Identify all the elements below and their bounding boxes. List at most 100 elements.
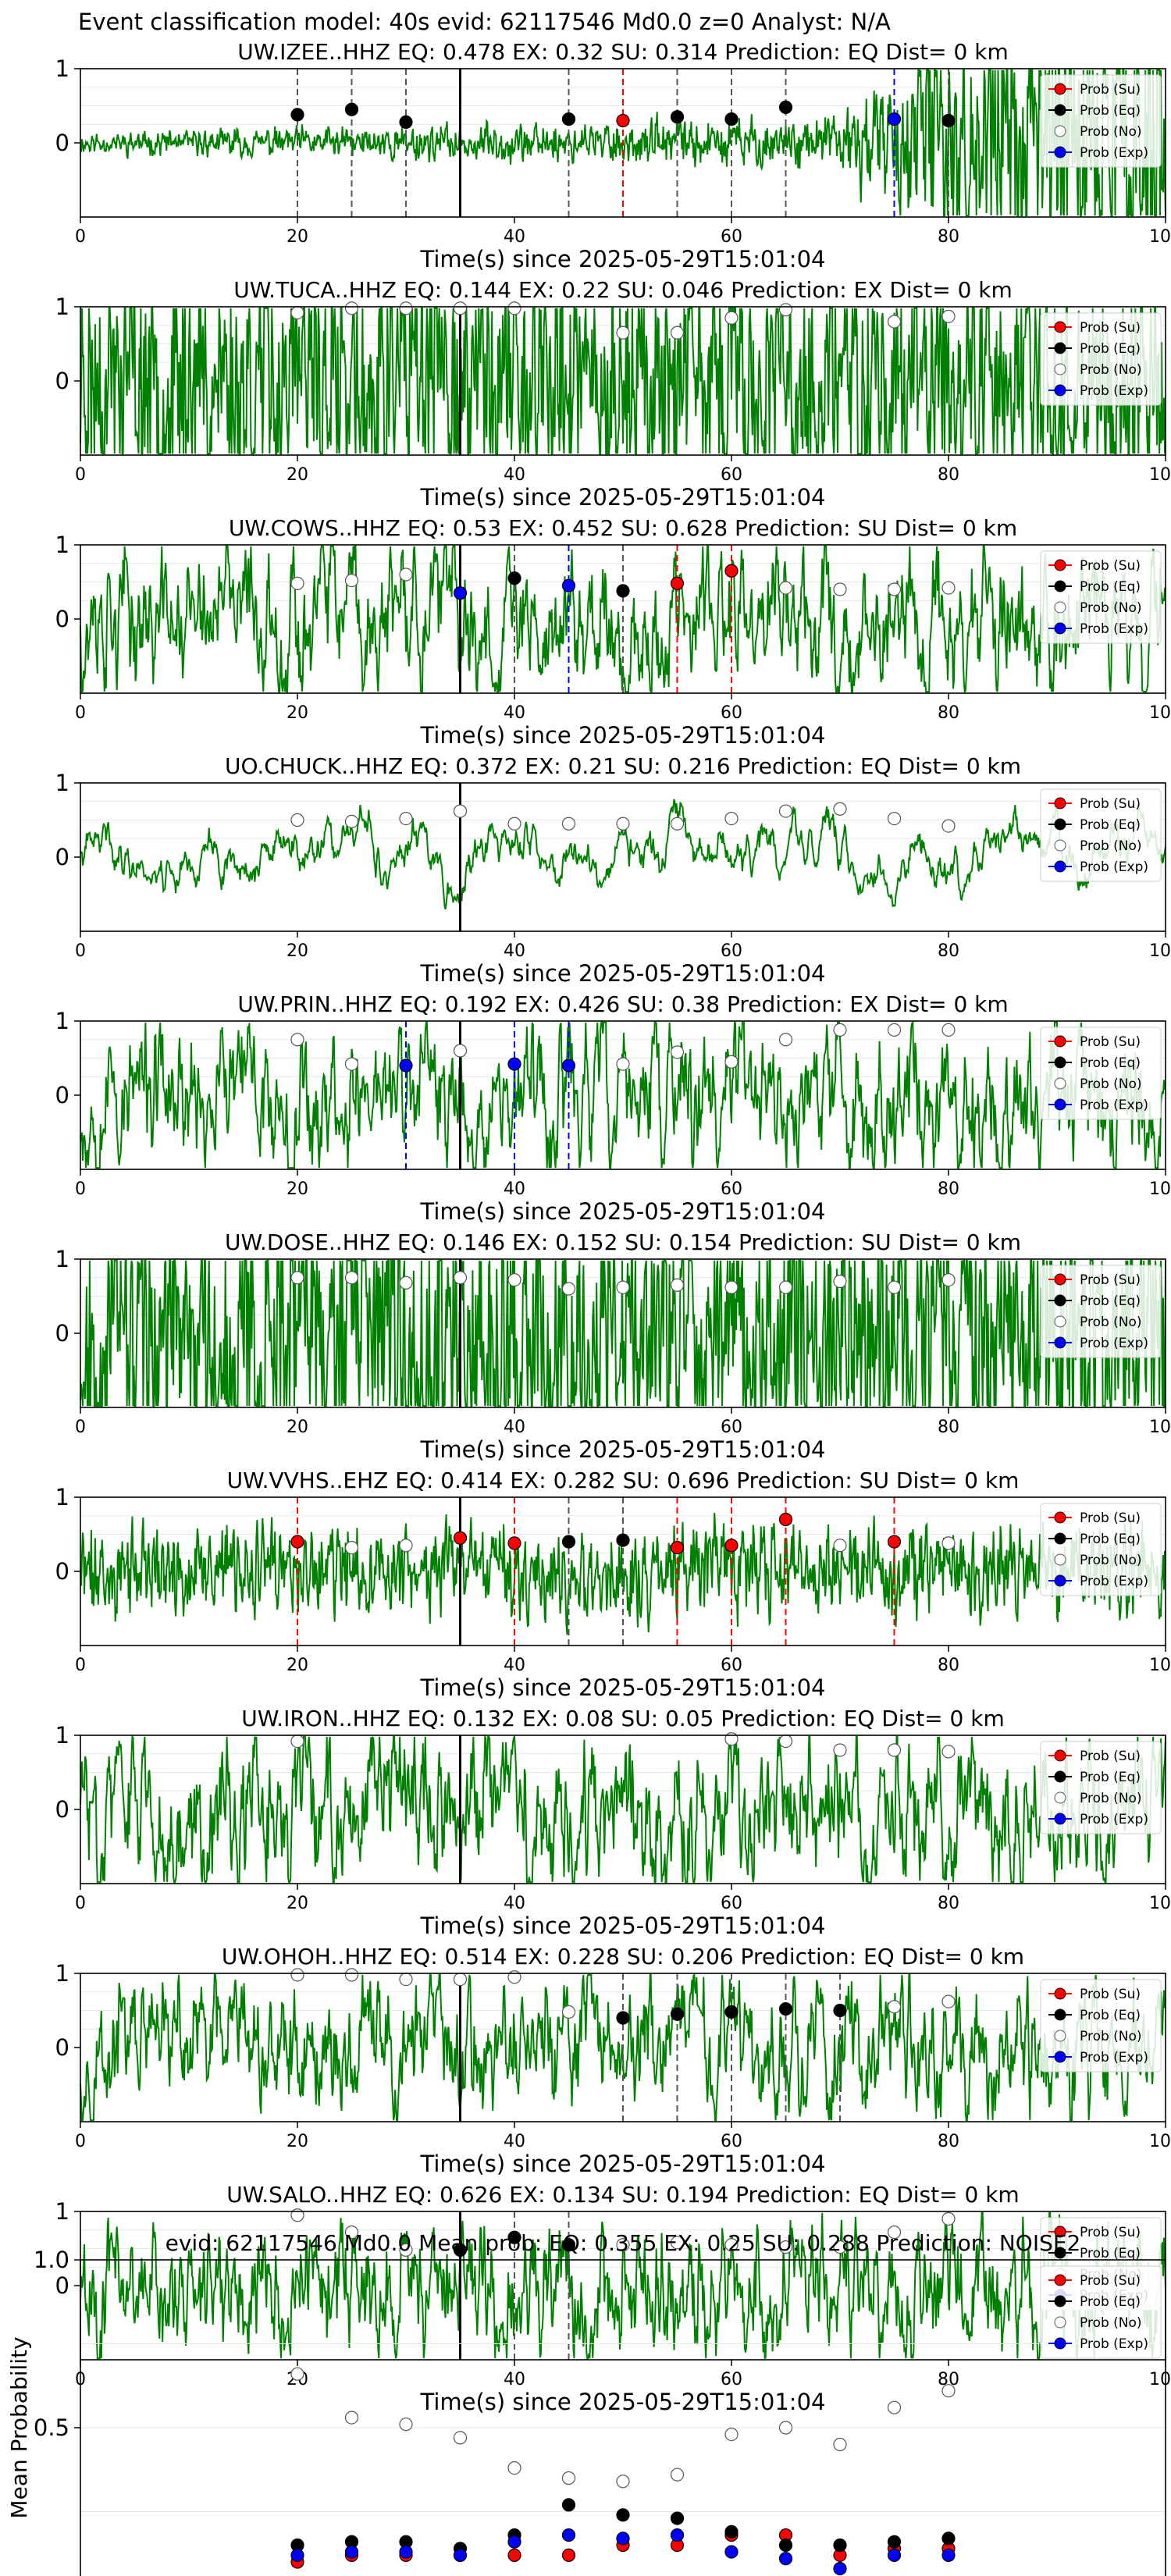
mean-prob-point-no xyxy=(941,2384,956,2398)
legend-label: Prob (Su) xyxy=(1080,1987,1141,2002)
x-tick-label: 100 xyxy=(1149,1656,1171,1675)
x-tick-label: 100 xyxy=(1149,2370,1171,2389)
prob-point-no xyxy=(670,817,685,831)
legend-label: Prob (Exp) xyxy=(1080,145,1148,161)
y-tick-label: 0 xyxy=(55,844,69,870)
panel-title: UW.SALO..HHZ EQ: 0.626 EX: 0.134 SU: 0.1… xyxy=(226,2182,1019,2208)
legend-label: Prob (Exp) xyxy=(1080,2050,1148,2065)
legend-marker-su xyxy=(1054,1035,1066,1048)
prob-point-no xyxy=(561,1282,576,1296)
legend-marker-eq xyxy=(1054,1770,1066,1783)
prob-point-no xyxy=(887,1743,902,1757)
prob-point-no xyxy=(399,568,413,582)
prob-point-eq xyxy=(616,1533,630,1547)
y-tick-label: 0 xyxy=(55,130,69,156)
legend-label: Prob (No) xyxy=(1080,362,1142,378)
x-axis-label: Time(s) since 2025-05-29T15:01:04 xyxy=(420,1198,826,1225)
legend-marker-exp xyxy=(1054,2051,1066,2063)
legend-marker-eq xyxy=(1054,342,1066,354)
prob-point-exp xyxy=(507,1057,521,1071)
prob-point-no xyxy=(724,2238,739,2252)
prob-point-eq xyxy=(507,2230,521,2244)
legend-label: Prob (Su) xyxy=(1080,2225,1141,2240)
legend-marker-eq xyxy=(1054,1532,1066,1545)
x-tick-label: 60 xyxy=(721,1894,742,1913)
y-tick-label: 1 xyxy=(55,2198,69,2225)
legend-label: Prob (Eq) xyxy=(1080,1770,1141,1785)
legend-label: Prob (Su) xyxy=(1080,2273,1141,2289)
mean-prob-point-no xyxy=(290,2367,304,2381)
x-tick-label: 60 xyxy=(721,2370,742,2389)
chart-panel-1: UW.IZEE..HHZ EQ: 0.478 EX: 0.32 SU: 0.31… xyxy=(55,39,1171,272)
x-tick-label: 40 xyxy=(504,1179,525,1199)
legend-marker-su xyxy=(1054,797,1066,809)
legend-label: Prob (No) xyxy=(1080,1076,1142,1092)
mean-prob-point-no xyxy=(561,2471,576,2485)
prob-point-eq xyxy=(670,2007,685,2021)
prob-point-no xyxy=(833,2240,847,2254)
prob-point-su xyxy=(887,1535,902,1549)
prob-point-no xyxy=(941,2211,956,2226)
legend-marker-su xyxy=(1054,321,1066,333)
legend-label: Prob (Su) xyxy=(1080,1510,1141,1526)
legend-marker-exp xyxy=(1054,384,1066,397)
prob-point-no xyxy=(290,306,304,320)
legend-box xyxy=(1040,1979,1162,2073)
legend-label: Prob (Eq) xyxy=(1080,817,1141,833)
legend-label: Prob (Su) xyxy=(1080,82,1141,98)
x-tick-label: 0 xyxy=(75,703,86,723)
prob-point-no xyxy=(616,326,630,340)
legend-marker-exp xyxy=(1054,1813,1066,1825)
prob-point-no xyxy=(833,802,847,816)
mean-prob-point-exp xyxy=(399,2545,413,2559)
prob-point-no xyxy=(344,2226,359,2240)
x-tick-label: 80 xyxy=(938,227,959,247)
legend-box xyxy=(1040,312,1162,406)
panel-title: UW.DOSE..HHZ EQ: 0.146 EX: 0.152 SU: 0.1… xyxy=(225,1229,1021,1255)
panel-title: UW.VVHS..EHZ EQ: 0.414 EX: 0.282 SU: 0.6… xyxy=(227,1468,1020,1493)
mean-prob-point-eq xyxy=(887,2535,902,2549)
prob-point-eq xyxy=(399,115,413,129)
prob-point-no xyxy=(453,301,468,315)
x-axis-label: Time(s) since 2025-05-29T15:01:04 xyxy=(420,2151,826,2177)
prob-point-eq xyxy=(507,571,521,585)
legend-label: Prob (No) xyxy=(1080,1315,1142,1330)
y-tick-label: 1 xyxy=(55,770,69,796)
legend-box xyxy=(1040,1026,1162,1120)
prob-point-no xyxy=(399,2243,413,2257)
seismic-waveform xyxy=(80,544,1166,694)
legend-marker-exp xyxy=(1054,1098,1066,1111)
prob-point-no xyxy=(670,1045,685,1059)
panel-title: UO.CHUCK..HHZ EQ: 0.372 EX: 0.21 SU: 0.2… xyxy=(225,753,1021,779)
legend-label: Prob (Su) xyxy=(1080,1272,1141,1288)
y-tick-label: 0 xyxy=(55,1082,69,1108)
legend-label: Prob (Exp) xyxy=(1080,1812,1148,1827)
legend-box xyxy=(1040,1741,1162,1834)
legend-label: Prob (Su) xyxy=(1080,320,1141,336)
prob-point-no xyxy=(887,1280,902,1294)
prob-point-exp xyxy=(561,1059,576,1073)
prob-point-no xyxy=(453,1044,468,1058)
x-tick-label: 80 xyxy=(938,465,959,485)
prob-point-su xyxy=(290,1535,304,1549)
legend-label: Prob (Eq) xyxy=(1080,1055,1141,1071)
legend-marker-eq xyxy=(1054,1294,1066,1307)
prob-point-no xyxy=(941,1536,956,1550)
x-axis-label: Time(s) since 2025-05-29T15:01:04 xyxy=(420,246,826,272)
x-tick-label: 0 xyxy=(75,1894,86,1913)
prob-point-eq xyxy=(778,2002,793,2016)
x-tick-label: 100 xyxy=(1149,703,1171,723)
legend-marker-su xyxy=(1054,1987,1066,2000)
prob-point-no xyxy=(399,1539,413,1553)
prob-point-no xyxy=(453,1271,468,1285)
x-tick-label: 60 xyxy=(721,703,742,723)
legend-label: Prob (Eq) xyxy=(1080,1532,1141,1547)
prob-point-no xyxy=(724,1055,739,1069)
legend-marker-exp xyxy=(1054,860,1066,873)
legend-marker-no xyxy=(1054,1077,1066,1090)
chart-panel-9: UW.OHOH..HHZ EQ: 0.514 EX: 0.228 SU: 0.2… xyxy=(55,1944,1171,2177)
prob-point-eq xyxy=(670,110,685,124)
prob-point-no xyxy=(778,1033,793,1047)
legend-label: Prob (Exp) xyxy=(1080,2336,1148,2352)
x-tick-label: 20 xyxy=(287,465,308,485)
